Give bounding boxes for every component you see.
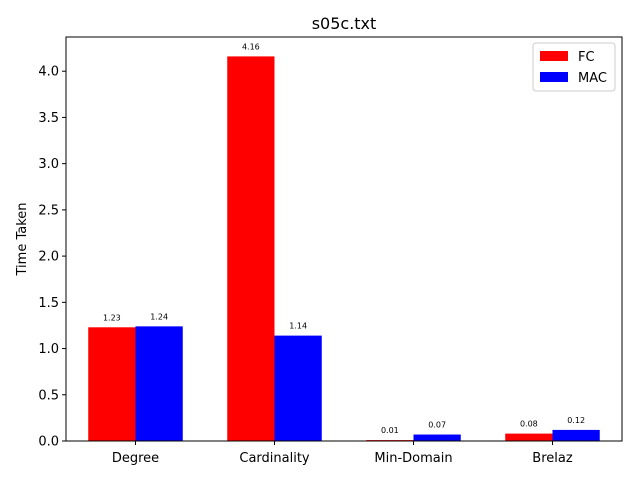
bar-fc-cardinality: [227, 56, 275, 441]
bar-fc-brelaz: [505, 433, 553, 441]
legend-label-mac: MAC: [578, 71, 607, 86]
legend-swatch-fc: [540, 51, 568, 61]
x-tick-label: Min-Domain: [374, 451, 452, 466]
chart-title: s05c.txt: [312, 14, 377, 33]
axes-frame: [65, 36, 623, 442]
data-label: 1.14: [289, 322, 307, 331]
data-label: 0.08: [520, 420, 538, 429]
x-tick-label: Brelaz: [532, 451, 573, 466]
y-tick-label: 0.5: [38, 388, 59, 403]
legend: FC MAC: [532, 42, 616, 92]
data-label: 4.16: [242, 42, 260, 51]
y-tick-label: 3.0: [38, 157, 59, 172]
bar-mac-min-domain: [413, 434, 461, 441]
bar-mac-cardinality: [274, 335, 322, 441]
y-tick-label: 1.0: [38, 342, 59, 357]
y-tick-label: 2.5: [38, 203, 59, 218]
y-tick-label: 3.5: [38, 111, 59, 126]
bar-mac-degree: [135, 326, 183, 441]
data-label: 0.07: [428, 421, 446, 430]
plot-area: 1.23 4.16 0.01 0.08 1.24 1.14 0.07 0.12 0.0 0.5 1.…: [38, 36, 623, 466]
y-tick-label: 0.0: [38, 435, 59, 450]
data-label: 1.24: [150, 312, 168, 321]
legend-swatch-mac: [540, 72, 568, 82]
legend-label-fc: FC: [578, 50, 595, 65]
bar-fc-degree: [88, 327, 136, 441]
x-tick-label: Cardinality: [239, 451, 310, 466]
y-tick-label: 2.0: [38, 250, 59, 265]
data-label: 1.23: [103, 313, 121, 322]
y-tick-label: 4.0: [38, 65, 59, 80]
x-tick-label: Degree: [112, 451, 159, 466]
data-label: 0.01: [381, 426, 399, 435]
y-tick-label: 1.5: [38, 296, 59, 311]
bar-mac-brelaz: [552, 429, 600, 441]
y-axis-label: Time Taken: [15, 202, 30, 276]
data-label: 0.12: [567, 416, 585, 425]
